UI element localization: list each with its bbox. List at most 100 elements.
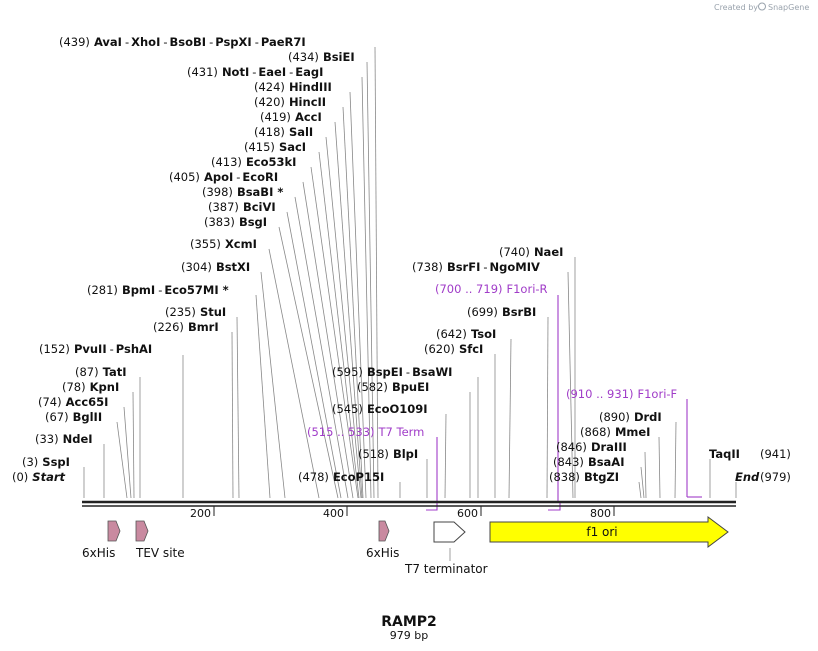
site-label[interactable]: (405) ApoI - EcoRI: [169, 170, 278, 184]
site-label[interactable]: (890) DrdI: [599, 410, 662, 424]
site-label[interactable]: (846) DraIII: [556, 440, 627, 454]
feature-6xhis-1[interactable]: [107, 520, 121, 542]
site-name: BlpI: [393, 447, 418, 461]
site-position: (843): [553, 455, 584, 469]
site-name: EcoRI: [242, 170, 278, 184]
feature-t7-terminator[interactable]: [433, 521, 466, 561]
primer-label[interactable]: (515 .. 533) T7 Term: [307, 425, 424, 439]
site-label[interactable]: (740) NaeI: [499, 245, 563, 259]
site-label[interactable]: (355) XcmI: [190, 237, 257, 251]
site-label[interactable]: (439) AvaI - XhoI - BsoBI - PspXI - PaeR…: [59, 35, 306, 49]
site-position: (431): [187, 65, 218, 79]
site-label[interactable]: (518) BlpI: [358, 447, 418, 461]
site-label[interactable]: (33) NdeI: [35, 432, 93, 446]
site-label[interactable]: (838) BtgZI: [549, 470, 619, 484]
site-name: BtgZI: [584, 470, 619, 484]
site-separator: -: [110, 342, 114, 356]
site-label[interactable]: (74) Acc65I: [38, 395, 108, 409]
site-label[interactable]: (434) BsiEI: [288, 50, 355, 64]
feature-6xhis-2[interactable]: [378, 520, 390, 542]
site-label[interactable]: (431) NotI - EaeI - EagI: [187, 65, 323, 79]
site-position: (518): [358, 447, 389, 461]
site-label[interactable]: (738) BsrFI - NgoMIV: [412, 260, 540, 274]
site-position: (415): [244, 140, 275, 154]
site-separator: -: [209, 35, 213, 49]
site-name: NotI: [222, 65, 249, 79]
sequence-length: 979 bp: [390, 629, 428, 642]
site-label[interactable]: (67) BglII: [45, 410, 102, 424]
site-name: BsiEI: [323, 50, 355, 64]
site-label[interactable]: (387) BciVI: [208, 200, 276, 214]
feature-label-tev-site: TEV site: [135, 546, 185, 560]
ruler-label-200: 200: [190, 507, 211, 520]
site-label[interactable]: (383) BsgI: [204, 215, 267, 229]
site-position: (890): [599, 410, 630, 424]
site-label[interactable]: (424) HindIII: [254, 80, 332, 94]
site-position: (387): [208, 200, 239, 214]
site-position: (420): [254, 95, 285, 109]
site-name: SalI: [289, 125, 313, 139]
site-name: PspXI: [215, 35, 251, 49]
site-label[interactable]: (235) StuI: [165, 305, 226, 319]
primer-label[interactable]: (910 .. 931) F1ori-F: [566, 387, 677, 401]
site-position: (419): [260, 110, 291, 124]
site-name: Acc65I: [66, 395, 109, 409]
site-position: (545): [332, 402, 363, 416]
end-position: (979): [760, 470, 791, 484]
site-name: HindIII: [289, 80, 332, 94]
site-label[interactable]: (226) BmrI: [153, 320, 219, 334]
site-label[interactable]: (868) MmeI: [580, 425, 650, 439]
site-position: (868): [580, 425, 611, 439]
site-name: ApoI: [204, 170, 233, 184]
sequence-start-label: (0) Start: [12, 470, 66, 484]
site-name: NdeI: [63, 432, 93, 446]
site-name: SspI: [42, 455, 70, 469]
site-position: (418): [254, 125, 285, 139]
primer-label[interactable]: (700 .. 719) F1ori-R: [435, 282, 548, 296]
primer-name: T7 Term: [378, 425, 425, 439]
ruler-label-400: 400: [323, 507, 344, 520]
feature-tev-site[interactable]: [135, 520, 149, 542]
site-label[interactable]: (415) SacI: [244, 140, 306, 154]
site-label[interactable]: (420) HincII: [254, 95, 326, 109]
site-name: Eco53kI: [246, 155, 297, 169]
site-position: (620): [424, 342, 455, 356]
site-label[interactable]: (304) BstXI: [181, 260, 250, 274]
site-label[interactable]: (87) TatI: [75, 365, 127, 379]
site-position: (838): [549, 470, 580, 484]
site-name: HincII: [289, 95, 326, 109]
sequence-end-label: End (979): [735, 470, 791, 484]
site-label[interactable]: (620) SfcI: [424, 342, 483, 356]
site-name: DraIII: [591, 440, 627, 454]
site-label[interactable]: (941) TaqII: [709, 447, 791, 461]
site-name: Eco57MI *: [164, 283, 228, 297]
site-label[interactable]: (582) BpuEI: [357, 380, 429, 394]
site-name: NgoMIV: [490, 260, 540, 274]
feature-f1-ori[interactable]: [489, 516, 729, 548]
site-label[interactable]: (413) Eco53kI: [211, 155, 296, 169]
site-name: XhoI: [131, 35, 160, 49]
site-position: (78): [62, 380, 86, 394]
site-position: (478): [298, 470, 329, 484]
site-name: BciVI: [243, 200, 276, 214]
site-label[interactable]: (642) TsoI: [436, 327, 496, 341]
site-label[interactable]: (699) BsrBI: [467, 305, 536, 319]
site-label[interactable]: (78) KpnI: [62, 380, 119, 394]
brand-text: SnapGene: [768, 3, 809, 12]
site-label[interactable]: (281) BpmI - Eco57MI *: [87, 283, 229, 297]
feature-label-t7-terminator: T7 terminator: [404, 562, 488, 576]
site-position: (281): [87, 283, 118, 297]
site-label[interactable]: (398) BsaBI *: [202, 185, 283, 199]
site-label[interactable]: (418) SalI: [254, 125, 313, 139]
site-separator: -: [406, 365, 410, 379]
site-label[interactable]: (152) PvuII - PshAI: [39, 342, 152, 356]
site-label[interactable]: (3) SspI: [22, 455, 70, 469]
site-label[interactable]: (545) EcoO109I: [332, 402, 428, 416]
site-label[interactable]: (419) AccI: [260, 110, 322, 124]
site-name: XcmI: [225, 237, 257, 251]
site-label[interactable]: (595) BspEI - BsaWI: [332, 365, 452, 379]
site-label[interactable]: (843) BsaAI: [553, 455, 625, 469]
site-label[interactable]: (478) EcoP15I: [298, 470, 384, 484]
ruler-ticks: [213, 506, 615, 516]
